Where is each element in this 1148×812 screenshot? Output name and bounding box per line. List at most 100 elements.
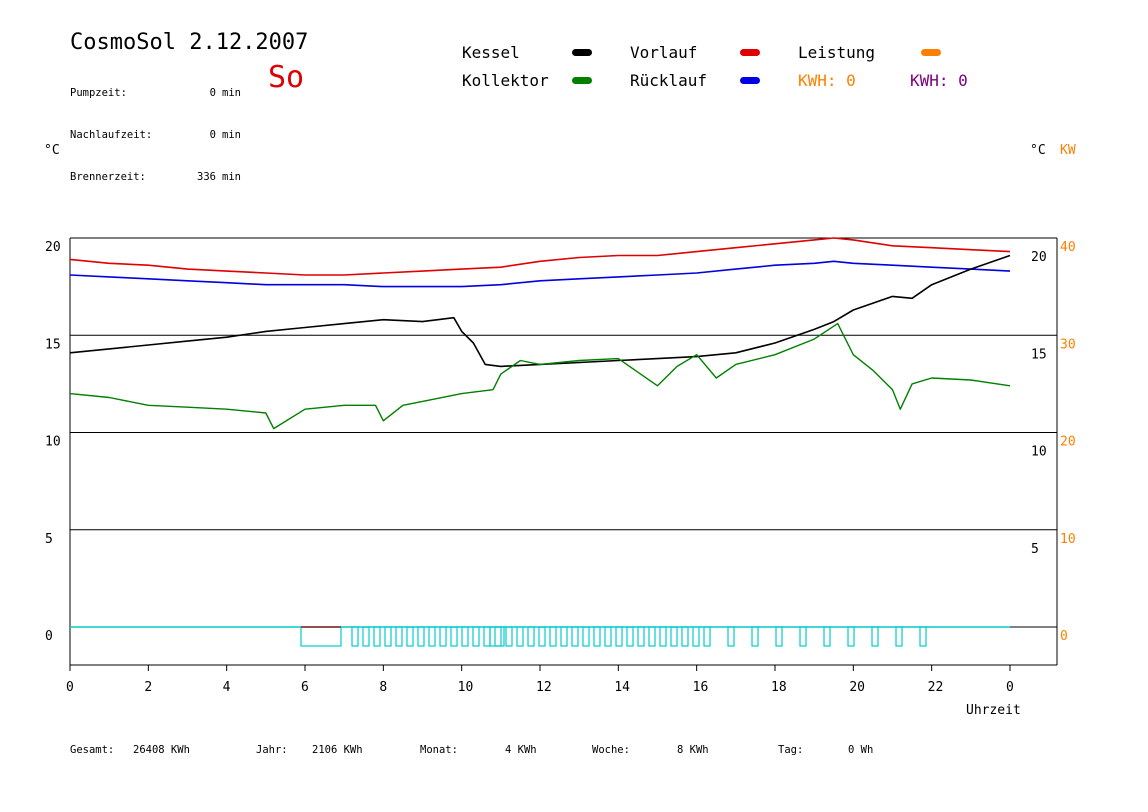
legend-leistung-swatch [921, 49, 941, 56]
info-block: Pumpzeit: 0 min Nachlaufzeit: 0 min Brennerz… [70, 58, 241, 198]
pump-pulse [439, 626, 447, 647]
pump-pulse [516, 626, 524, 647]
pump-pulse [871, 626, 879, 647]
legend-ruecklauf-label: Rücklauf [630, 71, 708, 90]
right-unit-kw-label: KW [1060, 143, 1076, 158]
x-tick-label: 4 [223, 680, 231, 695]
right-unit-c-label: °C [1030, 143, 1046, 158]
x-tick-label: 6 [301, 680, 309, 695]
pump-pulse [505, 626, 513, 647]
pump-pulse [775, 626, 783, 647]
footer-jahr-label: Jahr: [256, 744, 288, 756]
legend-vorlauf-label: Vorlauf [630, 43, 698, 62]
pump-pulse [384, 626, 392, 647]
pump-pulse [450, 626, 458, 647]
info-unit: min [222, 171, 241, 183]
x-tick-label: 10 [458, 680, 474, 695]
series-line-rcklauf [69, 260, 1011, 288]
pump-pulse [461, 626, 469, 647]
pump-pulse [428, 626, 436, 647]
footer-monat-value: 4 KWh [505, 744, 537, 756]
info-row-nachlaufzeit: Nachlaufzeit: 0 min [70, 128, 241, 142]
y-tick-label-left: 20 [45, 240, 61, 255]
pump-pulse [637, 626, 645, 647]
pump-pulse [670, 626, 678, 647]
info-value: 336 [197, 171, 216, 183]
pump-pulse [560, 626, 568, 647]
x-tick-label: 0 [66, 680, 74, 695]
pump-pulse [351, 626, 359, 647]
series-line-kollektor [69, 322, 1011, 430]
legend-kwh-orange: KWH: 0 [798, 71, 856, 90]
footer-monat-label: Monat: [420, 744, 458, 756]
pump-pulse [362, 626, 370, 647]
footer-gesamt-value: 26408 KWh [133, 744, 190, 756]
pump-pulse [703, 626, 711, 647]
pump-pulse [406, 626, 414, 647]
chart-title: CosmoSol 2.12.2007 [70, 30, 309, 55]
legend-kessel-swatch [572, 49, 592, 56]
pump-pulse [593, 626, 601, 647]
y-tick-label-right-kw: 20 [1060, 435, 1076, 450]
footer-tag-value: 0 Wh [848, 744, 874, 756]
pump-pulse [417, 626, 425, 647]
legend-kollektor-label: Kollektor [462, 71, 549, 90]
pump-pulse [604, 626, 612, 647]
pump-pulse [615, 626, 623, 647]
y-tick-label-left: 15 [45, 337, 61, 352]
pump-pulse [626, 626, 634, 647]
pump-pulse [847, 626, 855, 647]
pump-pulse [659, 626, 667, 647]
pump-pulse [727, 626, 735, 647]
legend-kollektor-swatch [572, 77, 592, 84]
y-tick-label-right-c: 5 [1031, 542, 1039, 557]
y-tick-label-left: 5 [45, 532, 53, 547]
pump-pulse [373, 626, 381, 647]
pump-pulse [549, 626, 557, 647]
info-value: 0 [209, 87, 216, 99]
info-value: 0 [209, 129, 216, 141]
footer-tag-label: Tag: [778, 744, 804, 756]
footer-woche-value: 8 KWh [677, 744, 709, 756]
info-label: Pumpzeit: [70, 87, 127, 99]
pump-pulse [494, 626, 502, 647]
x-axis-label: Uhrzeit [966, 703, 1021, 718]
y-tick-label-right-kw: 40 [1060, 240, 1076, 255]
info-label: Brennerzeit: [70, 171, 146, 183]
y-tick-label-right-kw: 30 [1060, 337, 1076, 352]
pump-pulse [919, 626, 927, 647]
x-tick-label: 18 [771, 680, 787, 695]
y-tick-label-left: 10 [45, 435, 61, 450]
legend-kessel-label: Kessel [462, 43, 520, 62]
y-tick-label-right-c: 10 [1031, 445, 1047, 460]
x-tick-label: 22 [928, 680, 944, 695]
info-row-brennerzeit: Brennerzeit: 336 min [70, 170, 241, 184]
left-unit-label: °C [44, 143, 60, 158]
pump-pulse [681, 626, 689, 647]
day-label: So [268, 60, 305, 95]
x-tick-label: 2 [144, 680, 152, 695]
legend-vorlauf-swatch [740, 49, 760, 56]
x-tick-label: 14 [614, 680, 630, 695]
pump-pulse [483, 626, 491, 647]
series-line-kessel [69, 254, 1011, 368]
pump-pulse [538, 626, 546, 647]
legend-ruecklauf-swatch [740, 77, 760, 84]
footer-woche-label: Woche: [592, 744, 630, 756]
pump-pulse [571, 626, 579, 647]
pump-pulse [692, 626, 700, 647]
pump-pulse [300, 626, 342, 647]
footer-gesamt-label: Gesamt: [70, 744, 115, 756]
footer-jahr-value: 2106 KWh [312, 744, 363, 756]
y-tick-label-left: 0 [45, 629, 53, 644]
y-tick-label-right-c: 15 [1031, 347, 1047, 362]
x-tick-label: 12 [536, 680, 552, 695]
info-row-pumpzeit: Pumpzeit: 0 min [70, 86, 241, 100]
legend-leistung-label: Leistung [798, 43, 876, 62]
pump-pulse [489, 626, 505, 647]
pump-pulse [895, 626, 903, 647]
info-unit: min [222, 87, 241, 99]
pump-pulse [799, 626, 807, 647]
pump-pulse [648, 626, 656, 647]
